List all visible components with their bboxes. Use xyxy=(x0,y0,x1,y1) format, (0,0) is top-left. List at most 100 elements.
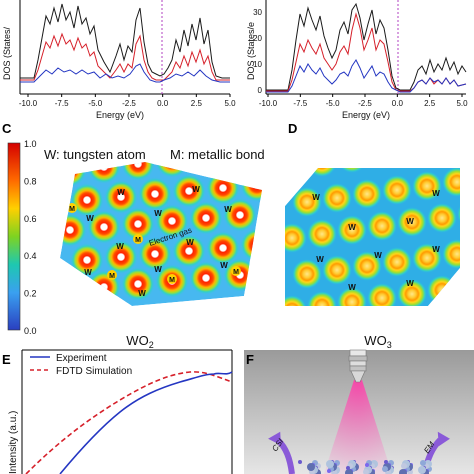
colorbar-tick-label: 1.0 xyxy=(24,139,37,149)
laser-beam xyxy=(324,380,392,474)
metallic-bond-marker xyxy=(231,266,241,276)
tungsten-atom xyxy=(397,279,427,306)
tungsten-atom xyxy=(240,228,262,262)
panel-c-letter: C xyxy=(2,121,12,136)
w-atom-label: W xyxy=(374,251,382,260)
m-bond-label: M xyxy=(233,269,239,276)
tungsten-atom xyxy=(138,237,172,271)
panel-b-yticks: 0 10 20 30 xyxy=(253,8,262,95)
nanoparticle xyxy=(327,469,331,473)
tungsten-atom xyxy=(138,177,172,211)
y-tick-label: 0 xyxy=(258,86,263,95)
nanoparticle xyxy=(401,463,407,469)
tungsten-atom xyxy=(307,291,337,306)
panel-b-red-pdos-curve xyxy=(266,12,467,92)
x-tick-label: -5.0 xyxy=(326,99,340,108)
y-tick-label: 10 xyxy=(253,60,262,69)
tungsten-atom xyxy=(104,240,138,274)
panel-a-xticks: -10.0 -7.5 -5.0 -2.5 0.0 2.5 5.0 xyxy=(19,94,236,108)
colorbar-tick-label: 0.8 xyxy=(24,176,37,186)
panel-a-blue-pdos-curve xyxy=(20,63,230,83)
tungsten-atom xyxy=(172,234,206,268)
colorbar xyxy=(7,142,21,331)
nanoparticle xyxy=(382,466,388,472)
colorbar-tick-label: 0.2 xyxy=(24,289,37,299)
tungsten-atom xyxy=(70,243,104,277)
nanoparticle-layer xyxy=(298,460,432,474)
tungsten-atom xyxy=(223,258,257,292)
nanoparticle xyxy=(363,469,369,474)
tungsten-atom xyxy=(442,239,460,269)
tungsten-atom xyxy=(412,171,442,201)
tungsten-atom xyxy=(427,203,457,233)
nanoparticle xyxy=(384,460,388,464)
x-tick-label: 5.0 xyxy=(456,99,468,108)
experiment-curve xyxy=(59,371,233,474)
tungsten-atom xyxy=(367,211,397,241)
tungsten-atom xyxy=(427,131,457,161)
panel-a-red-pdos-curve xyxy=(20,32,230,81)
legend-tungsten-atom: W: tungsten atom xyxy=(44,147,146,162)
nanoparticle xyxy=(345,469,353,474)
tungsten-atom xyxy=(87,210,121,244)
tungsten-atom xyxy=(60,273,87,306)
tungsten-atom xyxy=(292,259,322,289)
panel-a-ylabel: DOS (States/ xyxy=(2,26,12,80)
panel-b-total-dos-curve xyxy=(266,2,467,91)
w-atom-label: W xyxy=(154,209,162,218)
w-atom-label: W xyxy=(84,268,92,277)
metallic-bond-marker xyxy=(107,270,117,280)
tungsten-atom xyxy=(155,204,189,238)
tungsten-atom xyxy=(285,168,307,181)
panel-c: C 1.0 0.8 0.6 0.4 0.2 0.0 W: tungsten atom M:… xyxy=(2,121,265,350)
colorbar-tick-label: 0.0 xyxy=(24,326,37,336)
metallic-bond-marker xyxy=(167,274,177,284)
wo3-caption: WO3 xyxy=(364,333,391,350)
tungsten-atom xyxy=(337,287,367,306)
w-atom-label: W xyxy=(138,289,146,298)
x-tick-label: -7.5 xyxy=(293,99,307,108)
w-atom-label: W xyxy=(348,283,356,292)
panel-e: E Intensity (a.u.) Experiment FDTD Simul… xyxy=(2,349,233,474)
legend-metallic-bond: M: metallic bond xyxy=(170,147,265,162)
tungsten-atom xyxy=(322,255,352,285)
w-atom-label: W xyxy=(154,265,162,274)
m-bond-label: M xyxy=(135,237,141,244)
tungsten-atom xyxy=(104,180,138,214)
w-atom-label: W xyxy=(312,193,320,202)
nanoparticle xyxy=(346,466,350,470)
tungsten-atom xyxy=(337,168,367,173)
x-tick-label: 0.0 xyxy=(392,99,404,108)
tungsten-atom xyxy=(60,213,87,247)
tungsten-atom xyxy=(352,251,382,281)
nanoparticle xyxy=(418,466,426,474)
tungsten-atom xyxy=(189,201,223,235)
tungsten-atom xyxy=(240,168,262,202)
tungsten-atom xyxy=(223,198,257,232)
nanoparticle xyxy=(298,460,302,464)
wo3-labels: W W W W W W W W W xyxy=(312,189,440,292)
tungsten-atom xyxy=(457,271,460,301)
tungsten-atom xyxy=(367,168,397,169)
fdtd-simulation-curve xyxy=(25,371,233,474)
tungsten-atom xyxy=(121,207,155,241)
w-atom-label: W xyxy=(406,217,414,226)
x-tick-label: -2.5 xyxy=(358,99,372,108)
x-tick-label: -5.0 xyxy=(88,99,102,108)
panel-e-ylabel: Intensity (a.u.) xyxy=(8,411,19,474)
tungsten-atom xyxy=(206,231,240,265)
tungsten-atom xyxy=(172,174,206,208)
tungsten-atom xyxy=(70,183,104,217)
colorbar-tick-label: 0.6 xyxy=(24,214,37,224)
tungsten-atom xyxy=(285,223,307,253)
panel-b: DOS (States/e 0 10 20 30 -10.0 -7.5 -5.0 -2.5 0… xyxy=(246,0,468,120)
w-atom-label: W xyxy=(117,188,125,197)
tungsten-atom xyxy=(292,187,322,217)
legend-fdtd-label: FDTD Simulation xyxy=(56,366,132,377)
wo2-caption: WO2 xyxy=(126,333,153,350)
panel-a-xlabel: Energy (eV) xyxy=(96,110,144,120)
tungsten-atom xyxy=(412,243,442,273)
left-arrowhead xyxy=(268,431,281,446)
panel-d: D W W W W W W W W W WO3 xyxy=(285,121,460,350)
